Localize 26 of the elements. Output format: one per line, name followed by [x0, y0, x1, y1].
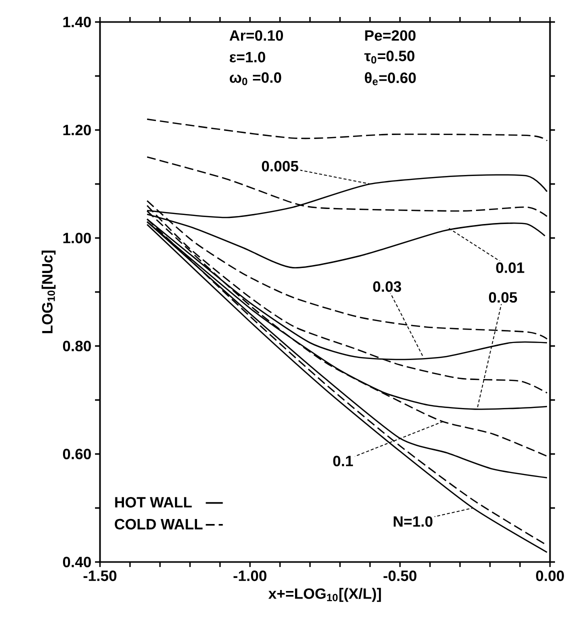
annotation: θ$_{e}$=0.60: [364, 72, 416, 86]
annotation: 0.03: [373, 281, 402, 292]
x-tick-label: -1.00: [234, 570, 266, 582]
annotation: 0.1: [333, 456, 353, 466]
y-tick-label: 0.40: [63, 556, 91, 568]
annotation: Ar=0.10: [230, 30, 283, 41]
y-tick-label: 1.20: [63, 124, 91, 136]
x-tick-label: -0.50: [384, 570, 416, 582]
annotation: N=1.0: [394, 516, 432, 527]
x-axis-title: x+=LOG$_{10}$[(X/L)]: [268, 588, 381, 602]
y-tick-label: 0.60: [63, 448, 91, 460]
annotation: 0.01: [496, 262, 524, 273]
y-tick-label: 1.00: [63, 232, 91, 244]
annotation: 0.005: [262, 160, 298, 172]
y-tick-label: 1.40: [63, 16, 91, 28]
annotation: ε=1.0: [230, 52, 266, 62]
annotation: Pe=200: [365, 30, 416, 41]
y-axis-title: LOG$_{10}$[NUc]: [42, 250, 56, 334]
x-tick-label: 0.00: [536, 570, 564, 582]
legend-label: HOT WALL: [115, 496, 192, 508]
annotation: 0.05: [488, 292, 518, 303]
annotation: τ$_{0}$=0.50: [364, 50, 414, 64]
annotation: ω$_{0}$ =0.0: [230, 72, 282, 86]
legend-label: COLD WALL: [114, 518, 203, 530]
y-tick-label: 0.80: [63, 340, 91, 352]
x-tick-label: -1.50: [84, 570, 116, 582]
